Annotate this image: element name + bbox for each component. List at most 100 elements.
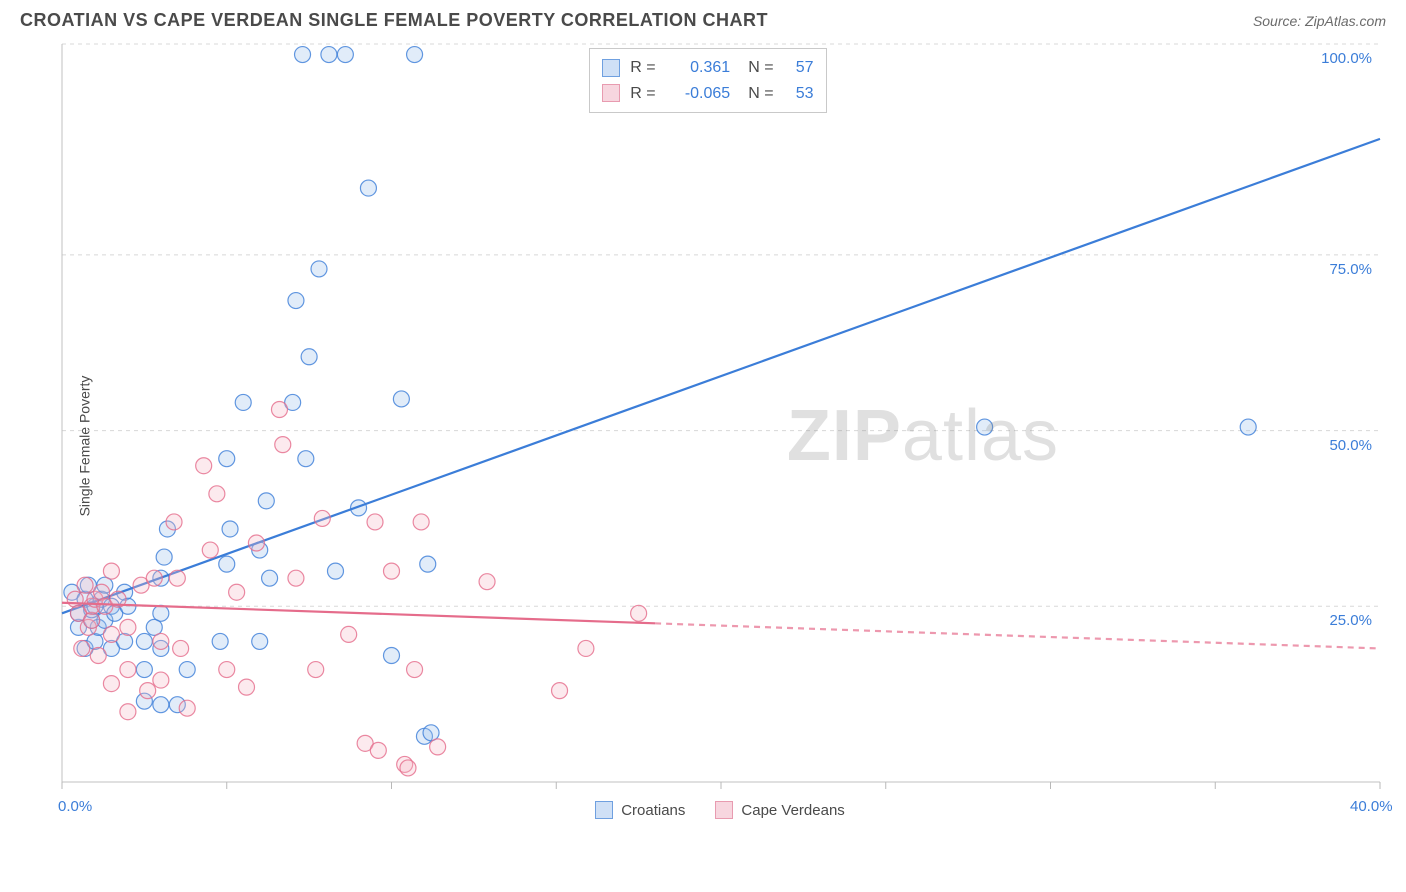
data-point bbox=[136, 662, 152, 678]
legend-swatch bbox=[715, 801, 733, 819]
data-point bbox=[156, 549, 172, 565]
data-point bbox=[420, 556, 436, 572]
data-point bbox=[120, 704, 136, 720]
source-prefix: Source: bbox=[1253, 13, 1305, 29]
data-point bbox=[153, 672, 169, 688]
legend-swatch bbox=[602, 59, 620, 77]
trend-line-extrapolated bbox=[655, 623, 1380, 648]
scatter-plot bbox=[56, 40, 1384, 830]
data-point bbox=[384, 563, 400, 579]
data-point bbox=[479, 574, 495, 590]
n-label: N = bbox=[748, 55, 773, 81]
data-point bbox=[229, 584, 245, 600]
legend-label: Croatians bbox=[621, 802, 685, 819]
data-point bbox=[103, 563, 119, 579]
data-point bbox=[288, 570, 304, 586]
legend-swatch bbox=[602, 84, 620, 102]
data-point bbox=[337, 47, 353, 63]
data-point bbox=[219, 451, 235, 467]
series-legend: Croatians Cape Verdeans bbox=[56, 790, 1384, 830]
data-point bbox=[146, 570, 162, 586]
data-point bbox=[173, 640, 189, 656]
data-point bbox=[67, 591, 83, 607]
data-point bbox=[311, 261, 327, 277]
data-point bbox=[153, 697, 169, 713]
data-point bbox=[314, 510, 330, 526]
data-point bbox=[578, 640, 594, 656]
data-point bbox=[90, 647, 106, 663]
data-point bbox=[360, 180, 376, 196]
data-point bbox=[1240, 419, 1256, 435]
data-point bbox=[413, 514, 429, 530]
data-point bbox=[166, 514, 182, 530]
data-point bbox=[140, 683, 156, 699]
data-point bbox=[235, 394, 251, 410]
data-point bbox=[248, 535, 264, 551]
data-point bbox=[977, 419, 993, 435]
data-point bbox=[271, 401, 287, 417]
data-point bbox=[301, 349, 317, 365]
data-point bbox=[153, 633, 169, 649]
data-point bbox=[120, 619, 136, 635]
r-value: -0.065 bbox=[670, 81, 730, 107]
data-point bbox=[202, 542, 218, 558]
legend-item: Croatians bbox=[595, 801, 685, 819]
data-point bbox=[430, 739, 446, 755]
data-point bbox=[393, 391, 409, 407]
data-point bbox=[196, 458, 212, 474]
data-point bbox=[321, 47, 337, 63]
source-label: Source: ZipAtlas.com bbox=[1253, 13, 1386, 29]
data-point bbox=[179, 662, 195, 678]
legend-item: Cape Verdeans bbox=[715, 801, 844, 819]
data-point bbox=[239, 679, 255, 695]
n-label: N = bbox=[748, 81, 773, 107]
data-point bbox=[222, 521, 238, 537]
source-name: ZipAtlas.com bbox=[1305, 13, 1386, 29]
chart-title: CROATIAN VS CAPE VERDEAN SINGLE FEMALE P… bbox=[20, 10, 768, 31]
data-point bbox=[103, 676, 119, 692]
r-label: R = bbox=[630, 81, 660, 107]
data-point bbox=[275, 437, 291, 453]
legend-row: R = 0.361 N = 57 bbox=[602, 55, 813, 81]
data-point bbox=[367, 514, 383, 530]
r-value: 0.361 bbox=[670, 55, 730, 81]
n-value: 57 bbox=[784, 55, 814, 81]
data-point bbox=[252, 633, 268, 649]
data-point bbox=[400, 760, 416, 776]
legend-label: Cape Verdeans bbox=[741, 802, 844, 819]
data-point bbox=[295, 47, 311, 63]
data-point bbox=[370, 742, 386, 758]
n-value: 53 bbox=[784, 81, 814, 107]
data-point bbox=[219, 662, 235, 678]
data-point bbox=[120, 662, 136, 678]
data-point bbox=[136, 633, 152, 649]
chart-area: ZIPatlas R =0.361N =57R =-0.065N =53 Cro… bbox=[56, 40, 1384, 830]
data-point bbox=[258, 493, 274, 509]
r-label: R = bbox=[630, 55, 660, 81]
data-point bbox=[94, 584, 110, 600]
data-point bbox=[631, 605, 647, 621]
legend-row: R = -0.065 N = 53 bbox=[602, 81, 813, 107]
data-point bbox=[262, 570, 278, 586]
correlation-legend: R = 0.361 N = 57 R = -0.065 N = 53 bbox=[589, 48, 826, 113]
data-point bbox=[407, 662, 423, 678]
data-point bbox=[179, 700, 195, 716]
data-point bbox=[407, 47, 423, 63]
legend-swatch bbox=[595, 801, 613, 819]
data-point bbox=[308, 662, 324, 678]
data-point bbox=[327, 563, 343, 579]
data-point bbox=[153, 605, 169, 621]
data-point bbox=[341, 626, 357, 642]
data-point bbox=[77, 577, 93, 593]
data-point bbox=[384, 647, 400, 663]
data-point bbox=[169, 570, 185, 586]
data-point bbox=[552, 683, 568, 699]
data-point bbox=[103, 626, 119, 642]
data-point bbox=[212, 633, 228, 649]
header: CROATIAN VS CAPE VERDEAN SINGLE FEMALE P… bbox=[0, 0, 1406, 37]
data-point bbox=[74, 640, 90, 656]
data-point bbox=[209, 486, 225, 502]
data-point bbox=[219, 556, 235, 572]
data-point bbox=[298, 451, 314, 467]
data-point bbox=[288, 293, 304, 309]
